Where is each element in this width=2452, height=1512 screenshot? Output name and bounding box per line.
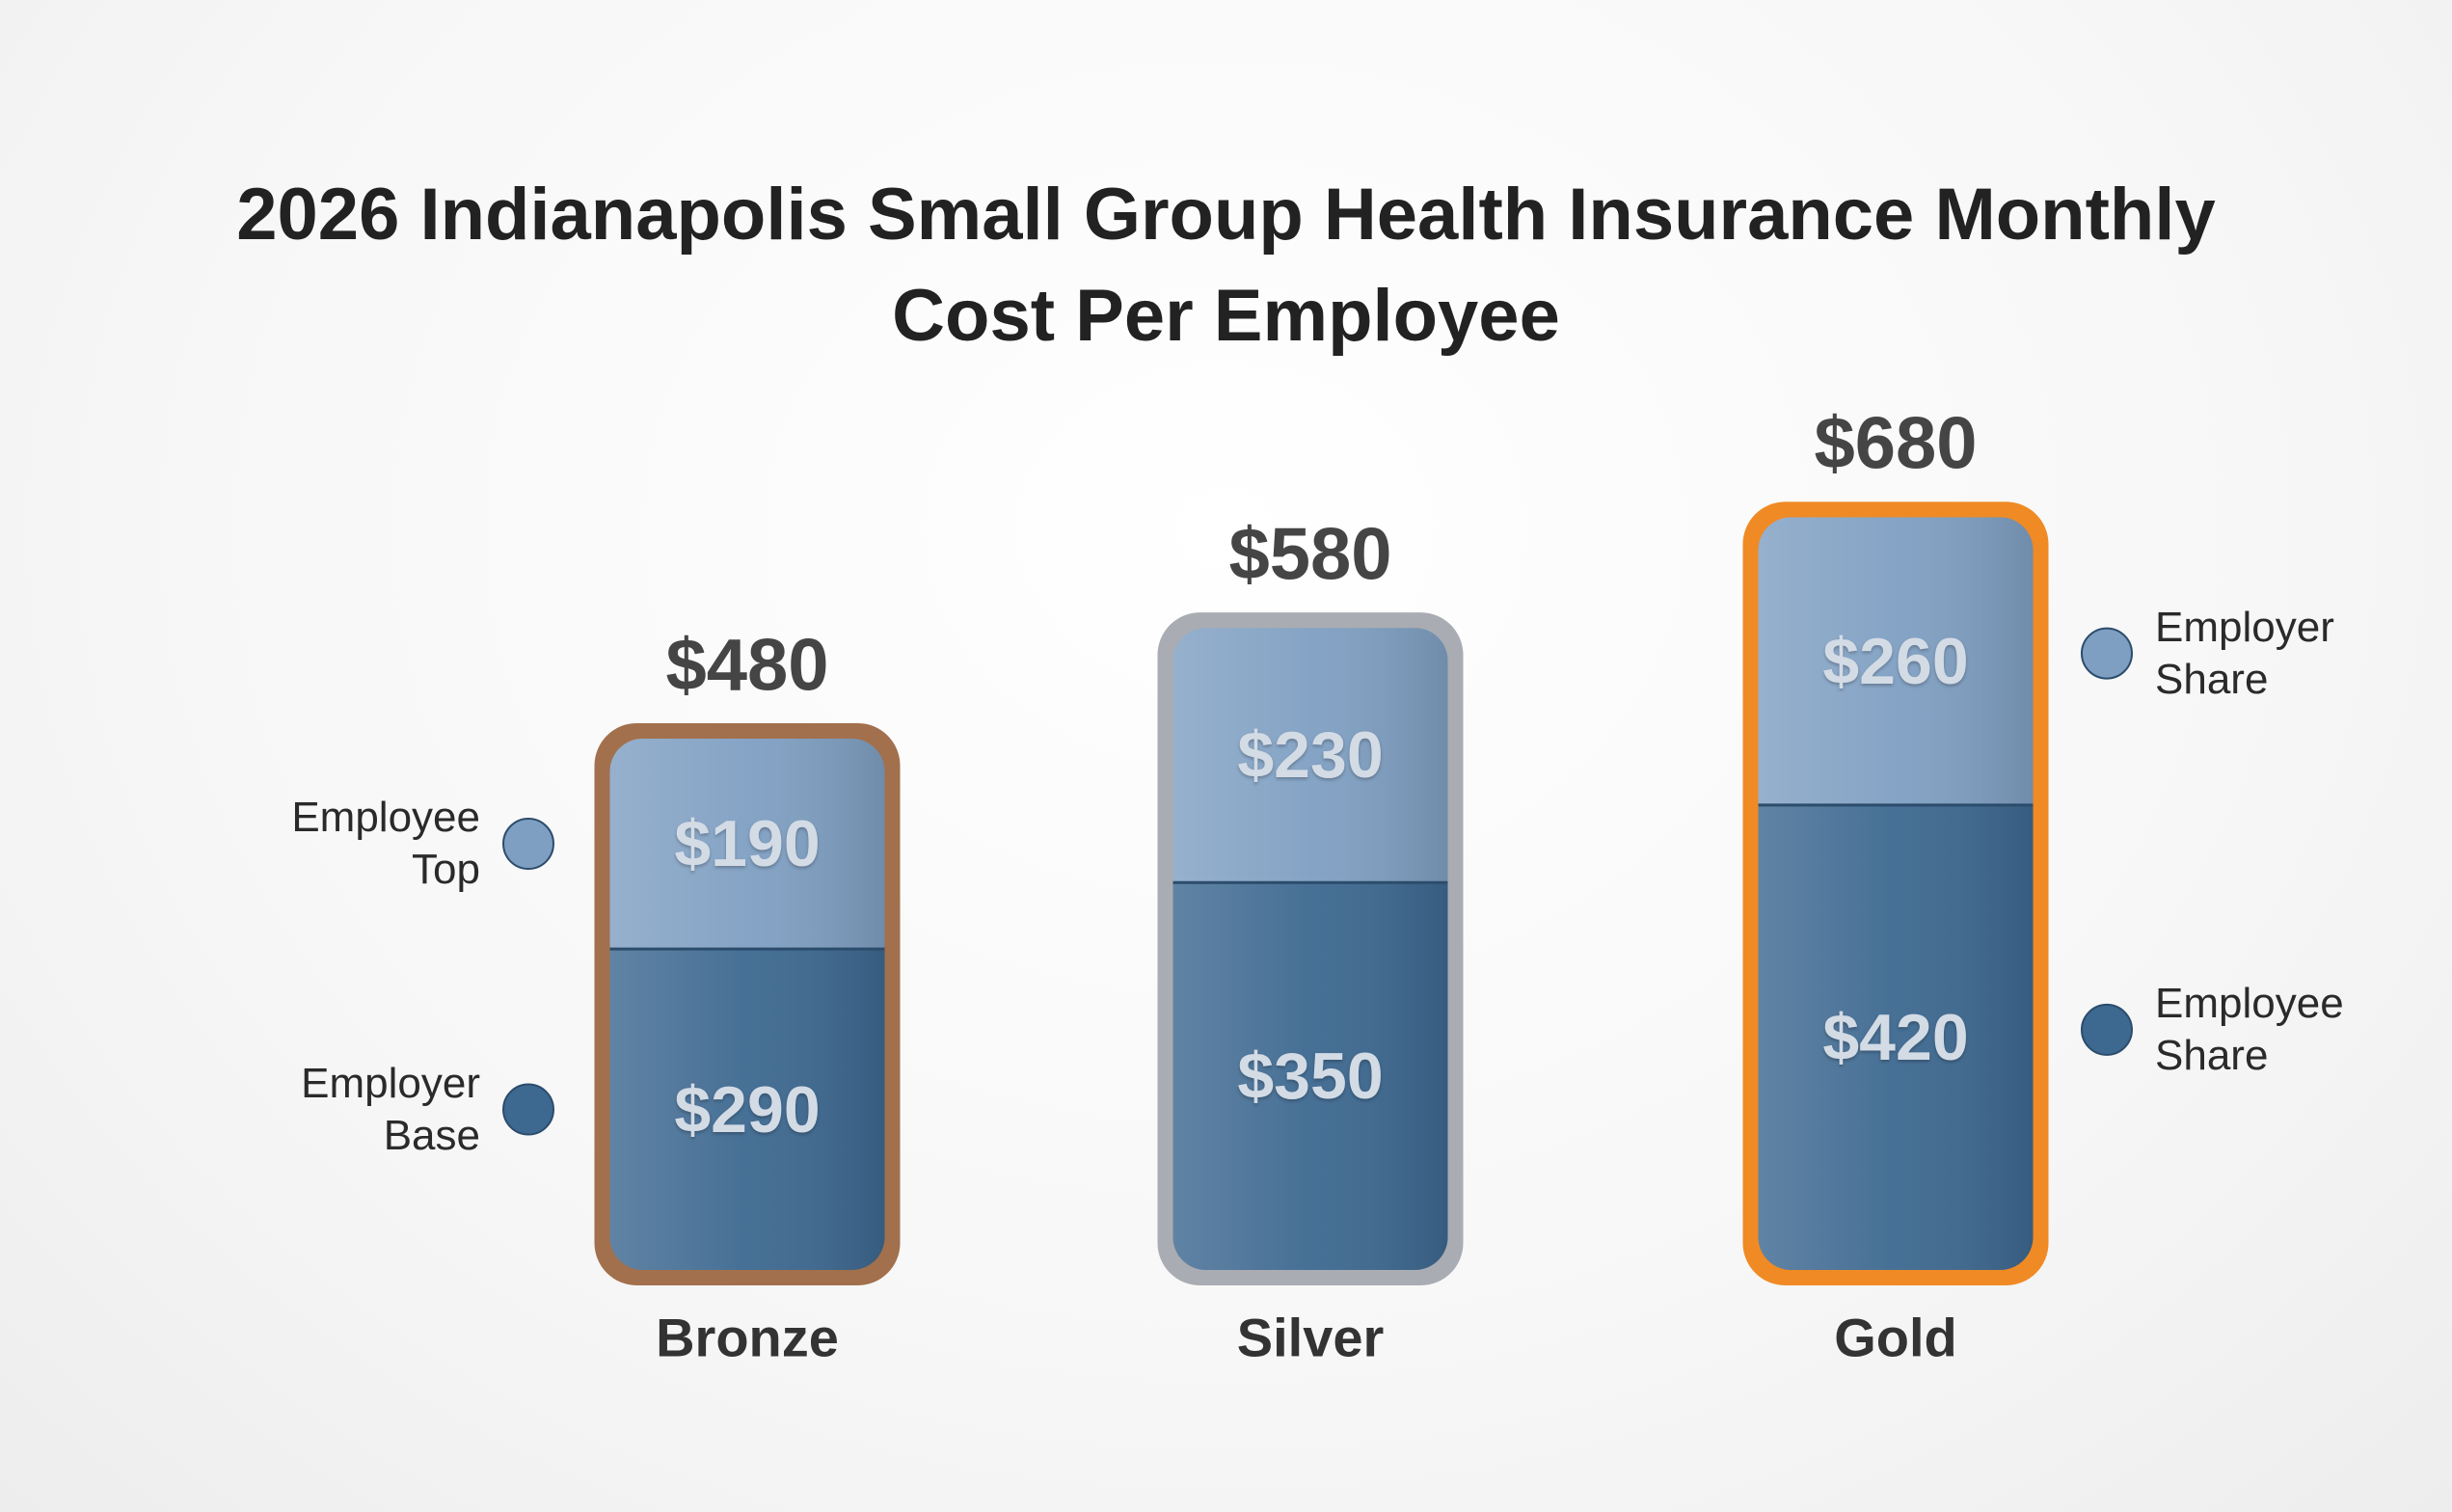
segment-label: $260 — [1822, 624, 1969, 698]
total-label: $680 — [1814, 402, 1978, 485]
total-label: $580 — [1228, 513, 1392, 596]
legend-dot — [502, 1083, 554, 1136]
category-label: Silver — [1236, 1307, 1385, 1368]
bar-stack — [1758, 517, 2034, 1270]
bar-gloss — [609, 738, 885, 1270]
bar-stack — [609, 738, 885, 1270]
legend-dot — [502, 818, 554, 871]
annotation-label: Employee Share — [2155, 979, 2344, 1079]
legend-label: Employer Base — [301, 1059, 480, 1159]
annotation-dot — [2081, 627, 2133, 680]
segment-label: $230 — [1237, 718, 1384, 793]
category-label: Bronze — [656, 1307, 839, 1368]
category-label: Gold — [1834, 1307, 1957, 1368]
segment-label: $350 — [1237, 1040, 1384, 1114]
segment-label: $420 — [1822, 1000, 1969, 1074]
chart-title: 2026 Indianapolis Small Group Health Ins… — [236, 174, 2216, 357]
legend-label: Employee Top — [291, 794, 480, 894]
bar-gloss — [1758, 517, 2034, 1270]
bar-stack — [1172, 628, 1448, 1270]
annotation-label: Employer Share — [2155, 603, 2334, 703]
segment-label: $190 — [674, 807, 821, 881]
annotation-dot — [2081, 1003, 2133, 1056]
segment-label: $290 — [674, 1072, 821, 1147]
bar-gloss — [1172, 628, 1448, 1270]
total-label: $480 — [665, 624, 829, 707]
